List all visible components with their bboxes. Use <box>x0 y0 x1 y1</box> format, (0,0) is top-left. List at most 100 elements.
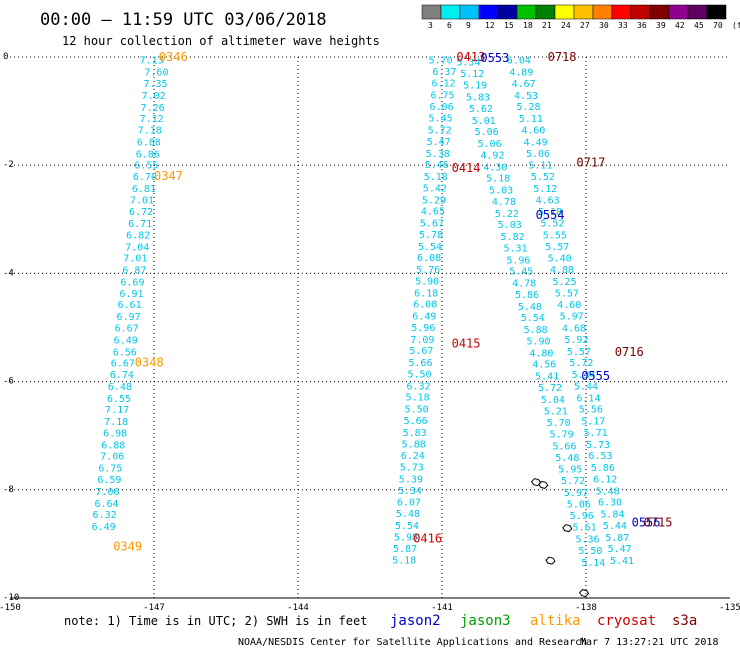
colorbar-label: 24 <box>561 21 571 30</box>
wave-height-value: 5.18 <box>538 207 562 218</box>
wave-height-value: 6.74 <box>110 370 134 381</box>
wave-height-value: 6.53 <box>588 451 612 462</box>
wave-height-value: 4.89 <box>509 68 533 79</box>
wave-height-value: 6.56 <box>113 347 137 358</box>
wave-height-value: 5.12 <box>533 184 557 195</box>
wave-height-value: 7.09 <box>410 335 434 346</box>
colorbar-swatch <box>668 4 689 20</box>
wave-height-value: 6.70 <box>133 172 157 183</box>
wave-height-value: 5.97 <box>564 488 588 499</box>
wave-height-value: 5.57 <box>555 288 579 299</box>
pass-time-label: 0413 <box>456 50 485 64</box>
wave-height-value: 4.65 <box>421 207 445 218</box>
altika-track: 7.137.607.357.027.267.127.186.886.866.55… <box>92 56 169 533</box>
wave-height-value: 7.01 <box>130 195 154 206</box>
jason-track-b: 6.044.894.674.535.285.114.604.495.065.11… <box>507 56 634 567</box>
colorbar-label: 15 <box>504 21 514 30</box>
wave-height-value: 5.17 <box>581 417 605 428</box>
wave-height-value: 5.22 <box>495 209 519 220</box>
wave-height-value: 6.49 <box>92 522 116 533</box>
wave-height-value: 5.01 <box>472 116 496 127</box>
y-tick-label: -8 <box>3 485 14 495</box>
wave-height-value: 6.49 <box>412 312 436 323</box>
wave-height-value: 5.70 <box>547 418 571 429</box>
wave-height-value: 5.06 <box>475 127 499 138</box>
wave-height-value: 7.13 <box>140 56 164 67</box>
wave-height-value: 5.66 <box>408 358 432 369</box>
wave-height-value: 6.67 <box>111 359 135 370</box>
wave-height-value: 5.48 <box>596 486 620 497</box>
wave-height-value: 5.73 <box>586 440 610 451</box>
wave-height-value: 5.66 <box>404 416 428 427</box>
wave-height-value: 4.60 <box>521 125 545 136</box>
wave-height-value: 5.72 <box>428 125 452 136</box>
wave-height-value: 7.60 <box>144 68 168 79</box>
wave-height-value: 6.69 <box>120 278 144 289</box>
map-title: 00:00 – 11:59 UTC 03/06/2018 <box>40 10 327 30</box>
wave-height-value: 5.18 <box>424 172 448 183</box>
credit-text: NOAA/NESDIS Center for Satellite Applica… <box>238 637 587 648</box>
wave-height-value: 5.54 <box>395 521 419 532</box>
x-tick-label: -147 <box>143 603 165 613</box>
wave-height-value: 6.12 <box>431 78 455 89</box>
pass-time-label: 0718 <box>548 50 577 64</box>
wave-height-value: 5.41 <box>610 556 634 567</box>
wave-height-value: 6.82 <box>126 230 150 241</box>
island-outline <box>545 556 556 565</box>
wave-height-value: 5.82 <box>501 232 525 243</box>
wave-height-value: 5.87 <box>393 544 417 555</box>
wave-height-value: 5.50 <box>578 546 602 557</box>
colorbar-label: 33 <box>618 21 628 30</box>
wave-height-value: 6.72 <box>129 207 153 218</box>
island-outline <box>562 524 573 533</box>
wave-height-value: 5.96 <box>411 323 435 334</box>
wave-height-value: 6.61 <box>118 300 142 311</box>
colorbar-label: 39 <box>656 21 666 30</box>
pass-time-label: 0416 <box>413 531 442 545</box>
wave-height-value: 4.63 <box>536 195 560 206</box>
wave-height-value: 5.44 <box>574 381 598 392</box>
wave-height-value: 5.11 <box>528 161 552 172</box>
wave-height-value: 5.41 <box>535 372 559 383</box>
y-tick-label: -10 <box>3 593 19 603</box>
wave-height-value: 7.12 <box>140 114 164 125</box>
pass-time-label: 0414 <box>452 161 481 175</box>
wave-height-value: 5.54 <box>521 313 545 324</box>
wave-height-value: 5.04 <box>541 395 565 406</box>
wave-height-value: 5.72 <box>569 358 593 369</box>
wave-height-value: 5.48 <box>396 509 420 520</box>
wave-height-value: 6.18 <box>414 288 438 299</box>
satellite-legend-jason2: jason2 <box>390 613 441 629</box>
wave-height-value: 6.81 <box>132 184 156 195</box>
wave-height-value: 6.30 <box>598 498 622 509</box>
wave-height-value: 4.49 <box>524 137 548 148</box>
wave-height-value: 7.04 <box>125 242 149 253</box>
wave-height-value: 5.73 <box>400 463 424 474</box>
wave-height-value: 5.34 <box>456 57 480 68</box>
satellite-legend-cryosat: cryosat <box>597 613 656 629</box>
wave-height-value: 6.88 <box>137 137 161 148</box>
x-tick-label: -150 <box>0 603 21 613</box>
jason-track-a: 5.345.125.195.835.625.015.065.064.924.30… <box>456 57 605 568</box>
wave-height-value: 6.49 <box>114 335 138 346</box>
pass-time-label: 0717 <box>576 155 605 169</box>
wave-height-value: 6.71 <box>128 219 152 230</box>
wave-height-value: 6.08 <box>413 300 437 311</box>
wave-height-value: 6.55 <box>107 394 131 405</box>
y-tick-label: -2 <box>3 160 14 170</box>
wave-height-value: 6.98 <box>103 428 127 439</box>
wave-height-value: 5.86 <box>515 290 539 301</box>
colorbar-swatch <box>478 4 499 20</box>
y-tick-label: 0 <box>3 52 8 62</box>
wave-height-value: 5.48 <box>555 453 579 464</box>
wave-height-value: 5.18 <box>486 174 510 185</box>
wave-height-value: 5.83 <box>466 92 490 103</box>
colorbar-swatch <box>573 4 594 20</box>
altimeter-tracks: 7.137.607.357.027.267.127.186.886.866.55… <box>92 56 634 569</box>
wave-height-value: 5.21 <box>544 406 568 417</box>
wave-height-value: 5.90 <box>526 336 550 347</box>
colorbar-swatch <box>630 4 651 20</box>
wave-height-value: 4.88 <box>550 265 574 276</box>
wave-height-value: 5.06 <box>526 149 550 160</box>
